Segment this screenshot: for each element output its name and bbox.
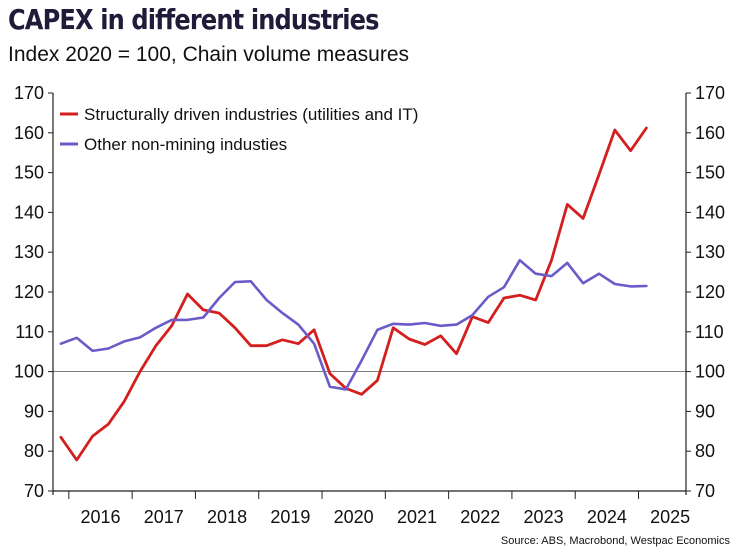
chart-title: CAPEX in different industries <box>8 3 379 36</box>
x-tick-label: 2024 <box>587 507 627 527</box>
y-tick-label-right: 120 <box>695 282 725 302</box>
y-tick-label-left: 110 <box>15 322 44 342</box>
y-tick-label-right: 140 <box>695 202 725 222</box>
y-tick-label-left: 160 <box>14 123 44 143</box>
y-tick-label-right: 150 <box>695 163 725 183</box>
chart-subtitle: Index 2020 = 100, Chain volume measures <box>8 43 409 66</box>
x-tick-label: 2017 <box>144 507 184 527</box>
y-tick-label-right: 100 <box>695 362 725 382</box>
y-tick-label-right: 130 <box>695 242 725 262</box>
y-tick-label-left: 170 <box>14 83 44 103</box>
y-tick-label-left: 70 <box>24 481 44 501</box>
y-tick-label-left: 120 <box>14 282 44 302</box>
x-tick-label: 2025 <box>650 507 690 527</box>
y-tick-label-right: 70 <box>695 481 715 501</box>
y-tick-label-left: 100 <box>14 362 44 382</box>
x-tick-label: 2021 <box>397 507 437 527</box>
legend: Structurally driven industries (utilitie… <box>60 105 418 154</box>
source-note: Source: ABS, Macrobond, Westpac Economic… <box>500 535 730 547</box>
x-tick-label: 2018 <box>207 507 247 527</box>
y-tick-label-right: 160 <box>695 123 725 143</box>
x-tick-label: 2020 <box>334 507 374 527</box>
series-line-1 <box>59 126 648 462</box>
y-tick-label-left: 90 <box>24 401 44 421</box>
legend-label-2: Other non-mining industies <box>84 135 287 154</box>
y-tick-label-right: 80 <box>695 441 715 461</box>
x-tick-label: 2016 <box>80 507 120 527</box>
x-tick-label: 2022 <box>460 507 500 527</box>
y-tick-label-left: 140 <box>14 202 44 222</box>
axes-layer: 70 70 80 80 90 90 100 100 110 110 120 120 130 130 140 1… <box>14 83 725 527</box>
y-tick-label-right: 170 <box>695 83 725 103</box>
x-tick-label: 2019 <box>270 507 310 527</box>
y-tick-label-left: 80 <box>24 441 44 461</box>
legend-label-1: Structurally driven industries (utilitie… <box>84 105 418 124</box>
x-tick-label: 2023 <box>524 507 564 527</box>
series-layer <box>59 126 648 462</box>
y-tick-label-right: 110 <box>695 322 724 342</box>
y-tick-label-left: 130 <box>14 242 44 262</box>
y-tick-label-right: 90 <box>695 401 715 421</box>
series-line-2 <box>59 258 648 391</box>
y-tick-label-left: 150 <box>14 163 44 183</box>
